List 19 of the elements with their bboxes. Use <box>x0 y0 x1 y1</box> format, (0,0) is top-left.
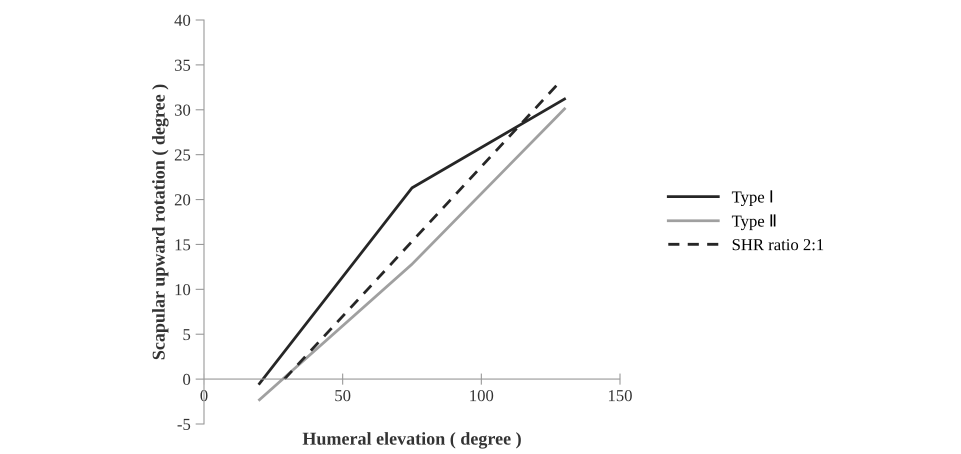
y-tick-label: 10 <box>176 284 190 296</box>
x-tick-label: 0 <box>200 390 208 402</box>
x-tick-label: 100 <box>470 390 494 402</box>
legend-label: Type Ⅱ <box>732 214 776 230</box>
y-tick-label: 25 <box>174 149 190 161</box>
y-tick-label: 20 <box>174 194 190 206</box>
legend-label: Type Ⅰ <box>732 190 772 206</box>
x-axis-title: Humeral elevation ( degree ) <box>302 432 521 449</box>
y-tick-label: 40 <box>174 14 190 26</box>
y-tick-label: 5 <box>183 329 190 340</box>
y-axis-title: Scapular upward rotation ( degree ) <box>152 84 169 360</box>
legend-label: SHR ratio 2:1 <box>732 239 824 250</box>
x-tick-label: 150 <box>608 390 632 402</box>
y-tick-label: 30 <box>174 104 190 116</box>
y-tick-label: -5 <box>178 418 190 430</box>
y-tick-label: 15 <box>176 239 190 250</box>
y-tick-label: 35 <box>174 60 190 71</box>
x-tick-label: 50 <box>335 390 350 402</box>
y-tick-label: 0 <box>183 374 190 386</box>
